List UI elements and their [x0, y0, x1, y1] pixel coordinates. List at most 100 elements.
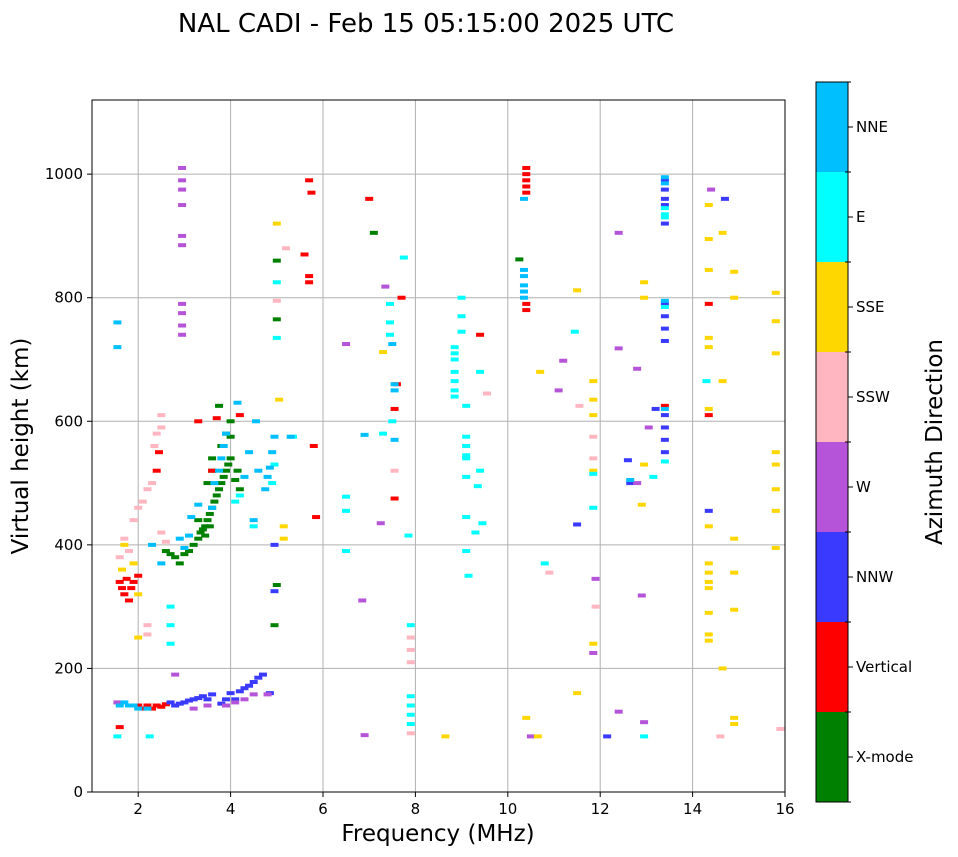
- data-point: [406, 660, 415, 665]
- data-point: [143, 703, 152, 708]
- data-point: [178, 187, 187, 192]
- data-point: [194, 419, 203, 424]
- data-point: [358, 598, 367, 603]
- data-point: [660, 203, 669, 208]
- data-point: [360, 432, 369, 437]
- data-point: [282, 246, 291, 251]
- data-point: [540, 561, 549, 566]
- data-point: [623, 458, 632, 463]
- data-point: [115, 579, 124, 584]
- data-point: [476, 468, 485, 473]
- y-tick-label: 200: [54, 659, 83, 677]
- data-point: [309, 444, 318, 448]
- data-point: [270, 623, 279, 628]
- data-point: [279, 536, 288, 541]
- data-point: [519, 267, 528, 272]
- data-point: [210, 481, 219, 486]
- data-point: [519, 274, 528, 279]
- data-point: [258, 672, 267, 677]
- x-axis-ticks: 2 4 6 8 10 12 14 16: [133, 792, 795, 818]
- data-point: [522, 178, 531, 183]
- data-point: [208, 505, 217, 510]
- data-point: [221, 468, 230, 473]
- data-point: [390, 437, 399, 442]
- colorbar-segment: [816, 712, 848, 802]
- x-tick-label: 14: [683, 800, 702, 818]
- data-point: [268, 450, 277, 455]
- data-point: [771, 290, 780, 295]
- data-point: [305, 274, 314, 279]
- data-point: [166, 552, 175, 557]
- data-point: [771, 462, 780, 467]
- data-point: [660, 212, 669, 217]
- data-point: [215, 468, 224, 473]
- data-point: [249, 680, 258, 685]
- data-point: [231, 700, 240, 705]
- data-point: [633, 366, 642, 371]
- data-point: [226, 434, 235, 439]
- data-point: [312, 515, 321, 520]
- data-point: [342, 342, 351, 347]
- data-point: [464, 573, 473, 578]
- data-point: [212, 416, 221, 421]
- data-point: [245, 450, 254, 455]
- data-point: [406, 623, 415, 628]
- data-point: [268, 481, 277, 486]
- data-point: [134, 703, 143, 708]
- data-point: [187, 515, 196, 520]
- data-point: [450, 345, 459, 350]
- data-point: [212, 493, 221, 498]
- data-point: [305, 280, 314, 285]
- data-point: [640, 720, 649, 725]
- data-point: [233, 468, 242, 473]
- data-point: [406, 694, 415, 699]
- x-tick-label: 4: [226, 800, 236, 818]
- data-point: [716, 734, 725, 739]
- data-point: [406, 731, 415, 736]
- data-point: [718, 666, 727, 671]
- series-ssw: [115, 246, 785, 739]
- x-tick-label: 6: [318, 800, 328, 818]
- data-point: [730, 295, 739, 300]
- data-point: [522, 190, 531, 195]
- data-point: [522, 301, 531, 306]
- data-point: [286, 434, 295, 439]
- data-point: [178, 301, 187, 306]
- y-tick-label: 0: [73, 783, 83, 801]
- data-point: [589, 397, 598, 402]
- data-point: [226, 419, 235, 424]
- data-point: [704, 406, 713, 411]
- data-point: [704, 267, 713, 272]
- data-point: [115, 725, 124, 730]
- data-point: [113, 345, 122, 350]
- data-point: [157, 704, 166, 709]
- data-point: [203, 518, 212, 523]
- data-point: [143, 623, 152, 628]
- data-point: [189, 542, 198, 547]
- data-point: [522, 308, 531, 313]
- colorbar-segment: [816, 352, 848, 442]
- data-point: [660, 314, 669, 319]
- colorbar: X-mode Vertical NNW W SSW SSE E NNE: [815, 81, 913, 803]
- data-point: [224, 462, 233, 467]
- data-point: [134, 505, 143, 510]
- data-point: [166, 641, 175, 646]
- data-point: [161, 539, 170, 544]
- data-point: [178, 233, 187, 238]
- data-point: [660, 403, 669, 408]
- data-point: [215, 403, 224, 408]
- data-point: [771, 487, 780, 492]
- data-point: [589, 505, 598, 510]
- data-point: [776, 726, 785, 731]
- data-point: [730, 570, 739, 575]
- data-point: [369, 230, 378, 235]
- data-point: [215, 487, 224, 492]
- data-point: [157, 530, 166, 535]
- data-point: [307, 190, 316, 195]
- data-point: [134, 592, 143, 597]
- data-point: [272, 335, 281, 340]
- data-point: [519, 196, 528, 201]
- data-point: [575, 403, 584, 408]
- data-point: [589, 641, 598, 646]
- data-point: [589, 434, 598, 439]
